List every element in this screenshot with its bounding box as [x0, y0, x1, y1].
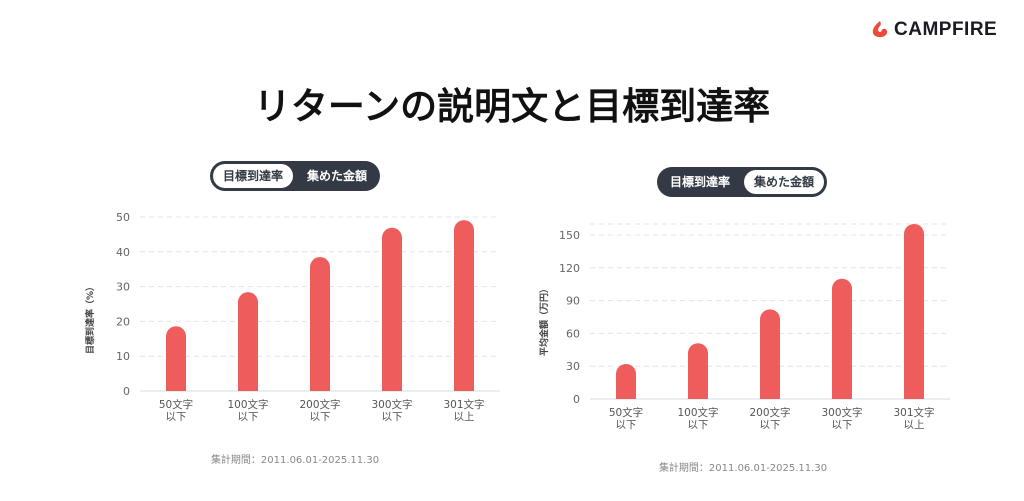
y-tick-label: 150	[559, 229, 580, 242]
x-tick-label: 301文字	[893, 406, 934, 419]
campfire-logo[interactable]: CAMPFIRE	[871, 19, 997, 41]
x-tick-label: 以下	[238, 411, 259, 423]
chart-1: 0306090120150平均金額（万円）50文字以下100文字以下200文字以…	[538, 223, 950, 431]
bar	[382, 227, 402, 391]
brand-name: CAMPFIRE	[894, 19, 998, 40]
x-tick-label: 以下	[310, 411, 331, 423]
x-tick-label: 200文字	[299, 398, 340, 411]
bar	[238, 292, 258, 391]
x-tick-label: 100文字	[677, 406, 718, 419]
footnote-right: 集計期間：2011.06.01-2025.11.30	[658, 463, 828, 474]
x-tick-label: 50文字	[159, 398, 193, 411]
x-tick-label: 以下	[760, 419, 781, 431]
toggle-goal-rate[interactable]: 目標到達率	[213, 164, 294, 188]
x-tick-label: 300文字	[821, 406, 862, 419]
metric-toggle-left: 目標到達率 集めた金額	[210, 161, 381, 191]
x-tick-label: 301文字	[443, 398, 484, 411]
x-tick-label: 以下	[382, 411, 403, 423]
bar	[832, 278, 852, 399]
x-tick-label: 以下	[166, 411, 187, 423]
x-tick-label: 以上	[454, 411, 475, 423]
y-tick-label: 20	[116, 315, 130, 328]
x-tick-label: 200文字	[749, 406, 790, 419]
y-tick-label: 50	[116, 211, 130, 224]
x-tick-label: 300文字	[371, 398, 412, 411]
y-tick-label: 0	[123, 385, 130, 398]
bar	[760, 309, 780, 399]
metric-toggle-right: 目標到達率 集めた金額	[657, 167, 828, 197]
y-tick-label: 10	[116, 350, 130, 363]
x-tick-label: 以上	[904, 419, 925, 431]
x-tick-label: 50文字	[609, 406, 643, 419]
bar	[616, 364, 636, 399]
y-tick-label: 120	[559, 262, 580, 275]
toggle-amount[interactable]: 集めた金額	[744, 170, 825, 194]
x-tick-label: 以下	[688, 419, 709, 431]
y-axis-title: 目標到達率（%）	[84, 282, 96, 354]
x-tick-label: 以下	[616, 419, 637, 431]
chart-0: 01020304050目標到達率（%）50文字以下100文字以下200文字以下3…	[84, 211, 500, 423]
x-tick-label: 100文字	[227, 398, 268, 411]
y-tick-label: 30	[116, 281, 130, 294]
y-tick-label: 40	[116, 246, 130, 259]
footnote-left: 集計期間：2011.06.01-2025.11.30	[210, 455, 380, 466]
bar	[454, 220, 474, 391]
toggle-goal-rate[interactable]: 目標到達率	[670, 175, 731, 189]
toggle-amount[interactable]: 集めた金額	[307, 169, 368, 183]
y-axis-title: 平均金額（万円）	[538, 284, 550, 356]
y-tick-label: 90	[566, 295, 580, 308]
bar	[688, 343, 708, 399]
bar	[310, 257, 330, 391]
bar	[904, 224, 924, 399]
y-tick-label: 0	[573, 393, 580, 406]
y-tick-label: 60	[566, 327, 580, 340]
page-title: リターンの説明文と目標到達率	[253, 85, 771, 128]
y-tick-label: 30	[566, 360, 580, 373]
x-tick-label: 以下	[832, 419, 853, 431]
bar	[166, 326, 186, 391]
flame-icon	[872, 21, 888, 38]
